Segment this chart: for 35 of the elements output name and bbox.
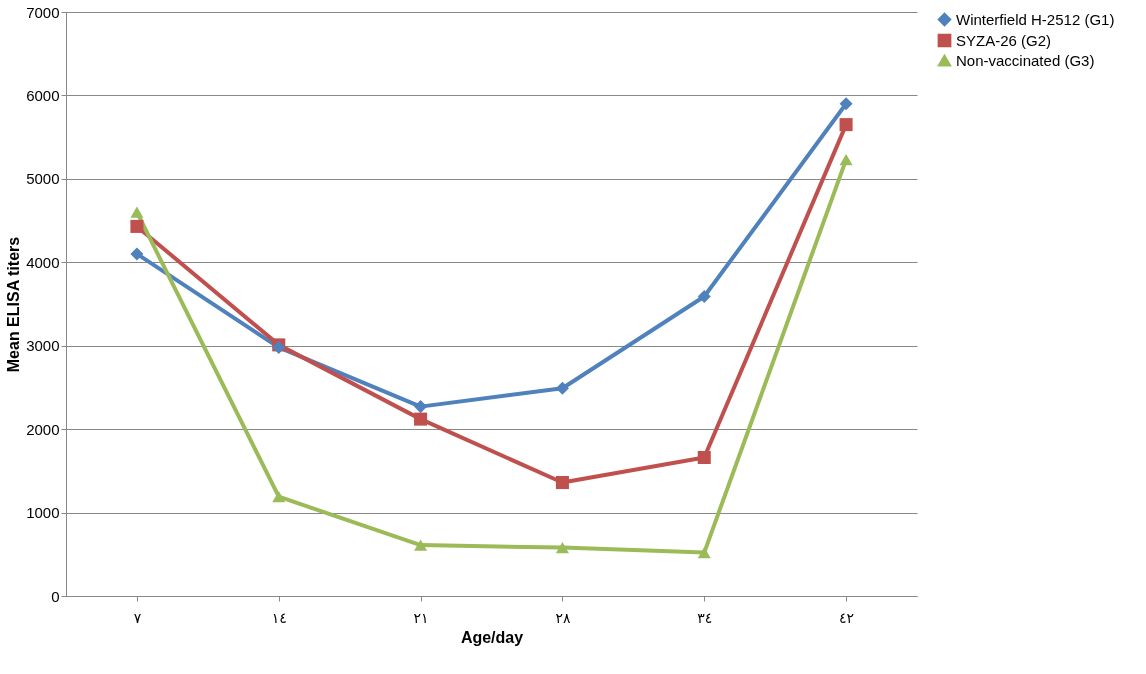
y-tick-label: 6000	[26, 86, 60, 104]
y-tick-label: 5000	[26, 170, 60, 188]
point	[555, 541, 569, 554]
point	[697, 546, 711, 559]
y-axis-title: Mean ELISA titers	[5, 236, 23, 373]
legend-label: Non-vaccinated (G3)	[956, 51, 1095, 69]
point	[272, 491, 286, 503]
point	[697, 289, 711, 304]
y-tick-label: 1000	[26, 504, 60, 522]
point	[839, 118, 853, 132]
legend-label: Winterfield H-2512 (G1)	[956, 10, 1115, 28]
x-tick-label: ١٤	[271, 609, 287, 626]
x-tick-label: ٢١	[413, 609, 429, 626]
point	[414, 412, 428, 426]
x-axis-title: Age/day	[460, 628, 524, 646]
point	[414, 400, 428, 414]
y-tick-label: 7000	[26, 3, 60, 21]
point	[839, 97, 853, 111]
point	[130, 206, 144, 218]
point	[414, 539, 428, 551]
y-tick-label: 3000	[26, 337, 60, 355]
x-tick-label: ٣٤	[697, 609, 713, 626]
x-tick-label: ٢٨	[555, 609, 571, 626]
y-tick-label: 4000	[26, 253, 60, 271]
point	[555, 476, 569, 490]
point	[839, 154, 853, 166]
point	[130, 247, 144, 261]
point	[130, 219, 144, 233]
legend-label: SYZA-26 (G2)	[956, 31, 1052, 49]
x-tick-label: ٤٢	[839, 609, 855, 626]
point	[555, 381, 569, 395]
y-tick-label: 2000	[26, 420, 60, 438]
y-tick-label: 0	[51, 587, 60, 605]
x-tick-label: ٧	[133, 609, 142, 626]
point	[697, 450, 711, 465]
